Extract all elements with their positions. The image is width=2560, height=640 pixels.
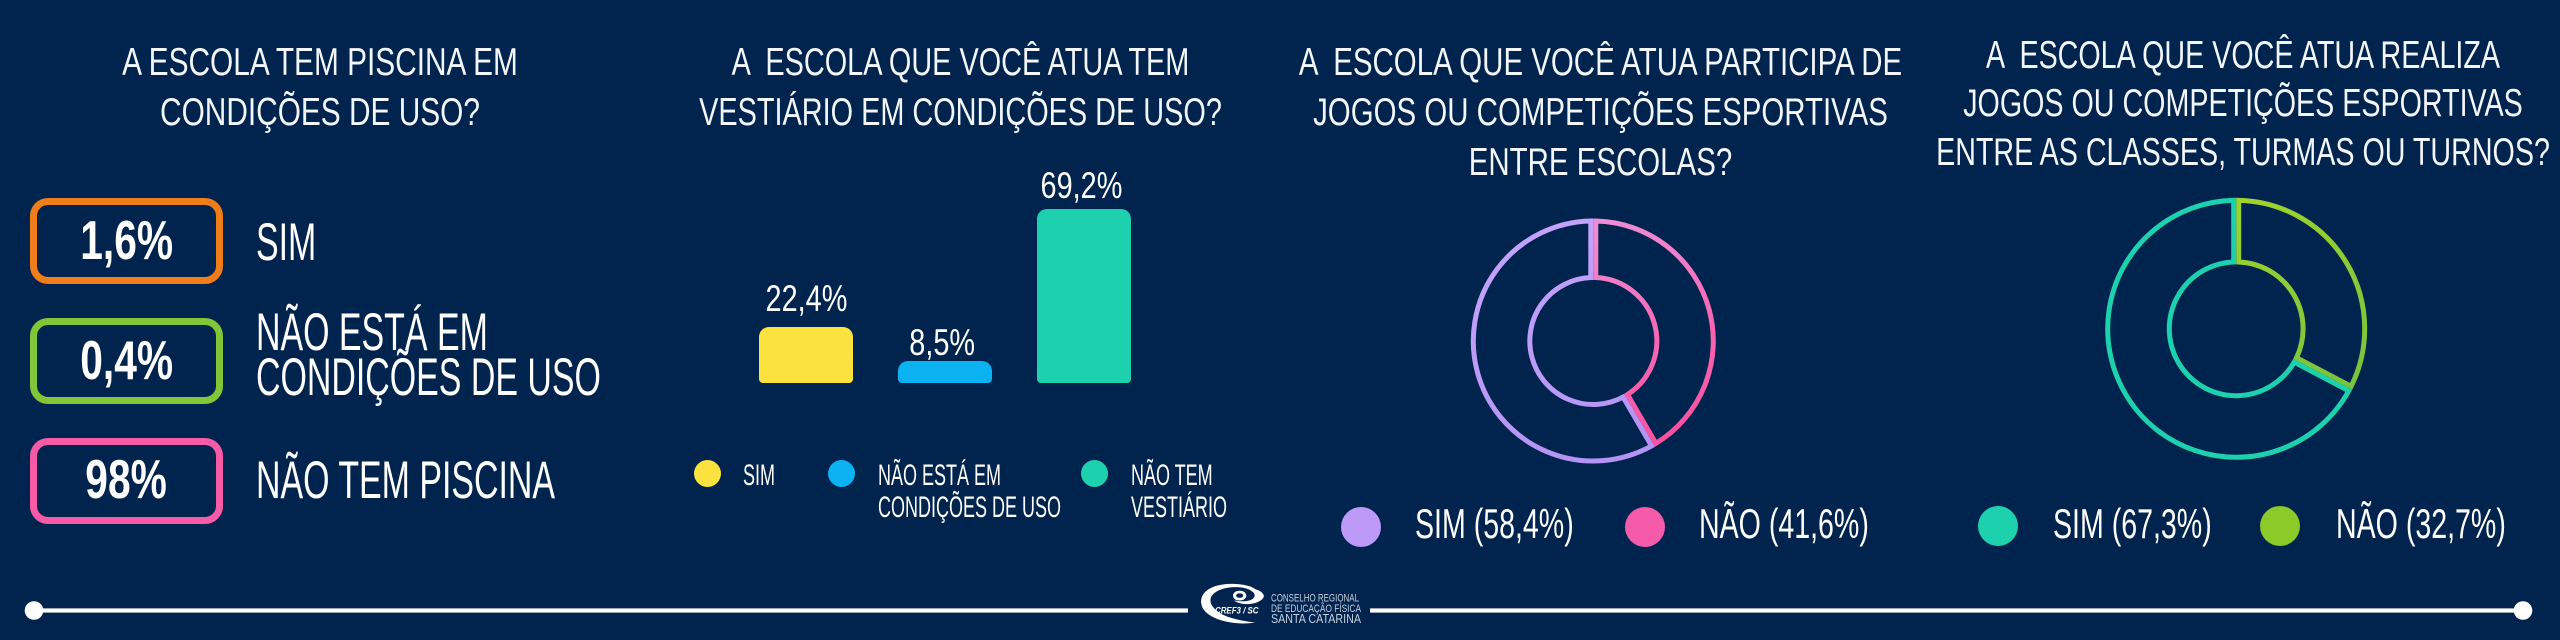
svg-text:DE EDUCAÇÃO FÍSICA: DE EDUCAÇÃO FÍSICA: [1271, 602, 1361, 615]
svg-text:CREF3 / SC: CREF3 / SC: [1215, 606, 1259, 616]
svg-text:CONSELHO REGIONAL: CONSELHO REGIONAL: [1271, 593, 1359, 605]
svg-text:SANTA CATARINA: SANTA CATARINA: [1271, 612, 1362, 626]
